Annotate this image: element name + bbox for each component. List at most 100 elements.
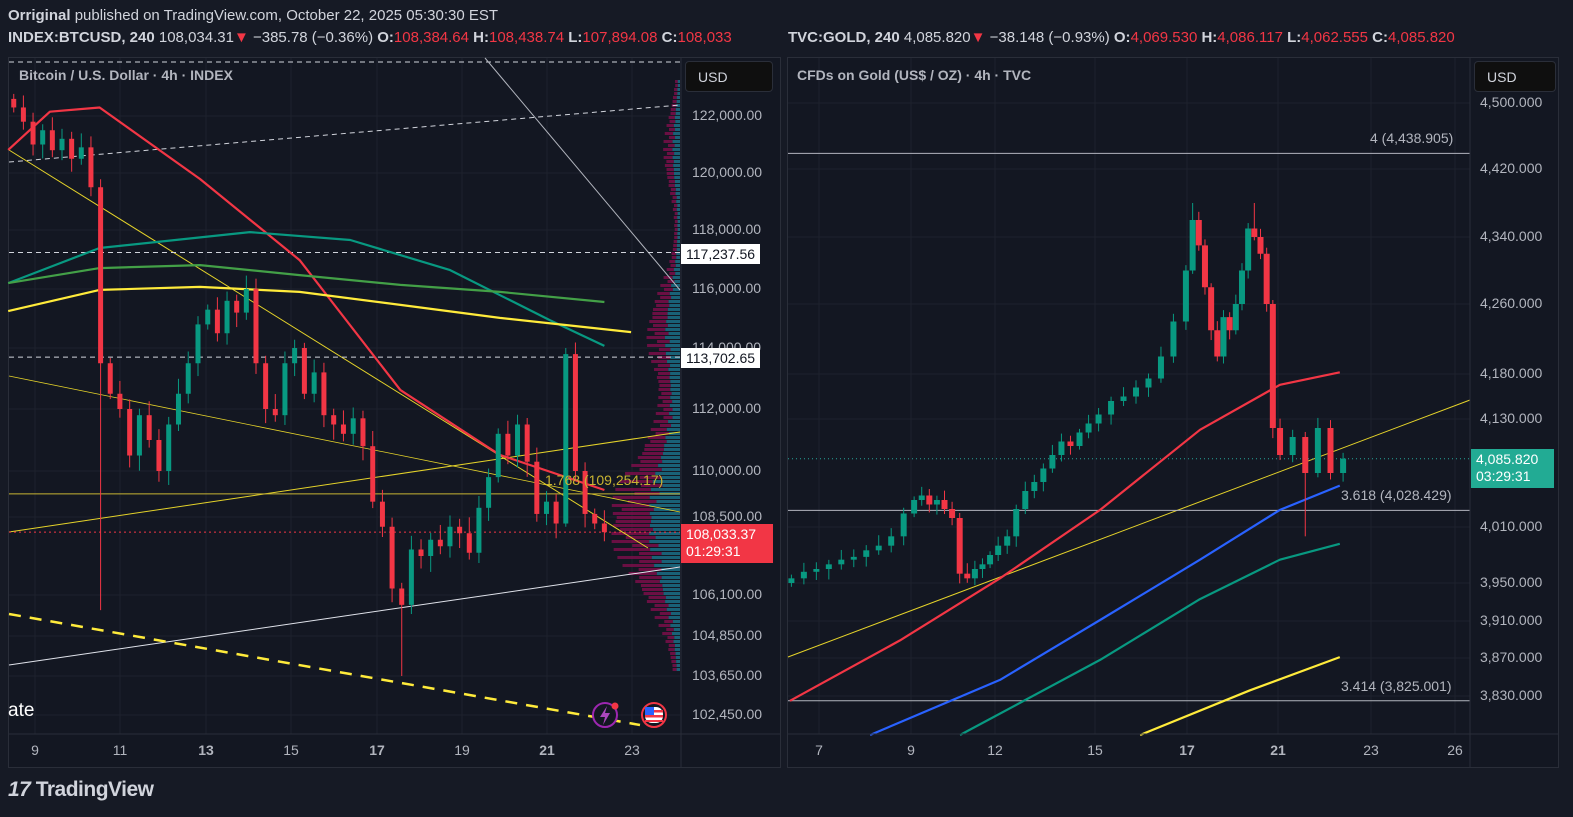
btc-symbol[interactable]: INDEX:BTCUSD, 240 [8,29,155,46]
candle-body [117,393,123,409]
candle-body [205,309,211,325]
volume-profile-bar [676,256,680,259]
candle [949,501,956,526]
volume-profile-bar [615,520,652,523]
volume-profile-bar [676,248,680,251]
volume-profile-bar [616,516,652,519]
volume-profile-bar [663,592,680,595]
volume-profile-bar [676,244,680,247]
volume-profile-bar [638,568,662,571]
volume-profile-bar [655,536,680,539]
candle [505,420,511,465]
x-tick-label: 11 [112,742,128,758]
volume-profile-bar [674,116,680,119]
gold-chart-panel[interactable] [787,57,1559,768]
volume-profile-bar [644,448,664,451]
volume-profile-bar [669,304,680,307]
candle [486,468,492,521]
volume-profile-bar [647,344,666,347]
candle [370,431,376,509]
candle-body [175,393,181,425]
volume-profile-bar [654,368,669,371]
gold-symbol[interactable]: TVC:GOLD, 240 [788,29,900,46]
candles [11,93,1347,676]
candle-body [971,569,978,579]
volume-profile-bar [674,228,678,231]
candle [979,558,986,578]
volume-profile-bar [672,140,680,143]
us-flag-icon[interactable] [641,702,667,728]
volume-profile-bar [677,204,680,207]
tradingview-logo[interactable]: 17 TradingView [8,778,154,802]
volume-profile-bar [658,356,671,359]
candle-body [437,539,443,547]
volume-profile-bar [676,196,680,199]
y-tick-label: 3,950.000 [1480,574,1543,590]
btc-chart-panel[interactable] [8,57,781,768]
volume-profile-bar [672,288,680,291]
volume-profile-bar [670,624,680,627]
volume-profile-bar [652,312,668,315]
volume-profile-bar [663,148,673,151]
volume-profile-bar [650,608,667,611]
y-tick-label: 4,260.000 [1480,295,1543,311]
volume-profile-bar [670,108,676,111]
volume-profile-bar [649,540,680,543]
volume-profile-bar [670,396,680,399]
volume-profile-bar [673,168,680,171]
volume-profile-bar [658,464,680,467]
volume-profile-bar [656,376,670,379]
candle [272,394,278,422]
volume-profile-bar [668,604,680,607]
volume-profile-bar [668,644,675,647]
volume-profile-bar [669,120,676,123]
volume-profile-bar [642,452,664,455]
down-arrow-icon: ▼ [233,29,249,46]
candle-body [418,549,424,556]
volume-profile-bar [673,244,677,247]
candle-body [1022,491,1029,509]
volume-profile-bar [677,88,680,91]
volume-profile-bar [665,600,680,603]
author-name[interactable]: Orriginal [8,7,71,24]
volume-profile-bar [655,412,670,415]
x-tick-label: 26 [1447,742,1463,758]
volume-profile-bar [670,612,680,615]
candle-body [838,559,845,565]
volume-profile-bar [666,428,680,431]
moving-average-line [789,371,1341,702]
descending-trendline [484,57,681,291]
candle-body [875,545,882,551]
candle [214,297,220,342]
volume-profile-bar [674,268,680,271]
btc-change: −385.78 (−0.36%) [252,29,374,46]
candle [971,560,978,586]
volume-profile-bar [675,652,680,655]
candle [850,549,857,568]
candle-body [515,424,521,456]
candle-body [926,495,933,505]
volume-profile-bar [675,260,680,263]
btc-price-label: 108,033.37 01:29:31 [681,524,773,563]
candle-body [253,289,259,364]
candle-body [185,363,191,394]
gold-drawings [787,399,1471,658]
volume-profile-bar [677,216,680,219]
candle-body [40,130,46,145]
lightning-icon[interactable] [592,702,619,728]
volume-profile-bar [671,200,677,203]
gold-currency-button[interactable]: USD [1474,61,1556,92]
candle-body [1245,228,1252,271]
volume-profile-bar [631,464,659,467]
btc-currency-button[interactable]: USD [685,61,773,92]
candle [1095,408,1102,432]
volume-profile-bar [674,88,678,91]
volume-profile-bar [658,388,671,391]
candle-body [234,300,240,313]
candle-body [331,415,337,425]
volume-profile-bar [674,92,678,95]
candle [476,495,482,563]
candle-body [447,526,453,547]
candle-body [900,513,907,537]
